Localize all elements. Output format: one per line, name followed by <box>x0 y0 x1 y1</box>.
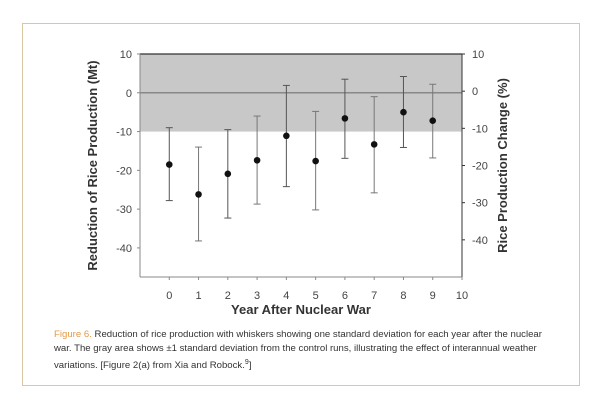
data-point <box>165 161 173 168</box>
figure-caption: Figure 6. Reduction of rice production w… <box>54 328 554 373</box>
y2-tick-label: -40 <box>472 235 488 247</box>
data-point <box>341 115 349 122</box>
data-point <box>400 108 407 116</box>
x-tick-label: 7 <box>371 290 377 302</box>
x-tick-label: 6 <box>342 290 348 302</box>
x-axis-title: Year After Nuclear War <box>231 302 371 317</box>
data-point <box>224 170 232 178</box>
x-tick-label: 10 <box>456 290 468 302</box>
caption-end: ] <box>248 360 252 372</box>
y2-axis-title: Rice Production Change (%) <box>495 78 510 253</box>
x-tick-label: 5 <box>313 290 319 302</box>
caption-text: Reduction of rice production with whiske… <box>54 329 542 372</box>
x-tick-label: 1 <box>195 290 201 302</box>
data-point <box>312 157 319 165</box>
caption-ref: 9 <box>244 359 249 366</box>
y-axis-title: Reduction of Rice Production (Mt) <box>85 60 100 270</box>
data-point <box>429 117 437 125</box>
y2-tick-label: -10 <box>472 123 488 135</box>
y2-tick-label: -20 <box>472 161 488 173</box>
x-tick-label: 4 <box>283 290 289 302</box>
figure-label: Figure 6. <box>54 329 92 340</box>
y2-tick-label: 10 <box>472 49 484 61</box>
y-tick-label: 10 <box>120 49 132 61</box>
y-tick-label: -30 <box>116 204 132 216</box>
y2-tick-label: -30 <box>472 198 488 210</box>
x-tick-label: 0 <box>166 290 172 302</box>
data-point <box>253 156 261 164</box>
y2-tick-label: 0 <box>472 86 478 98</box>
data-point <box>195 191 202 198</box>
y-tick-label: 0 <box>126 88 132 100</box>
figure-frame <box>22 23 580 386</box>
data-point <box>370 141 378 148</box>
x-tick-label: 3 <box>254 290 260 302</box>
x-tick-label: 9 <box>430 290 436 302</box>
x-tick-label: 8 <box>400 290 406 302</box>
y-tick-label: -20 <box>116 165 132 177</box>
x-tick-label: 2 <box>225 290 231 302</box>
y-tick-label: -10 <box>116 127 132 139</box>
data-point <box>283 132 290 140</box>
y-tick-label: -40 <box>116 243 132 255</box>
